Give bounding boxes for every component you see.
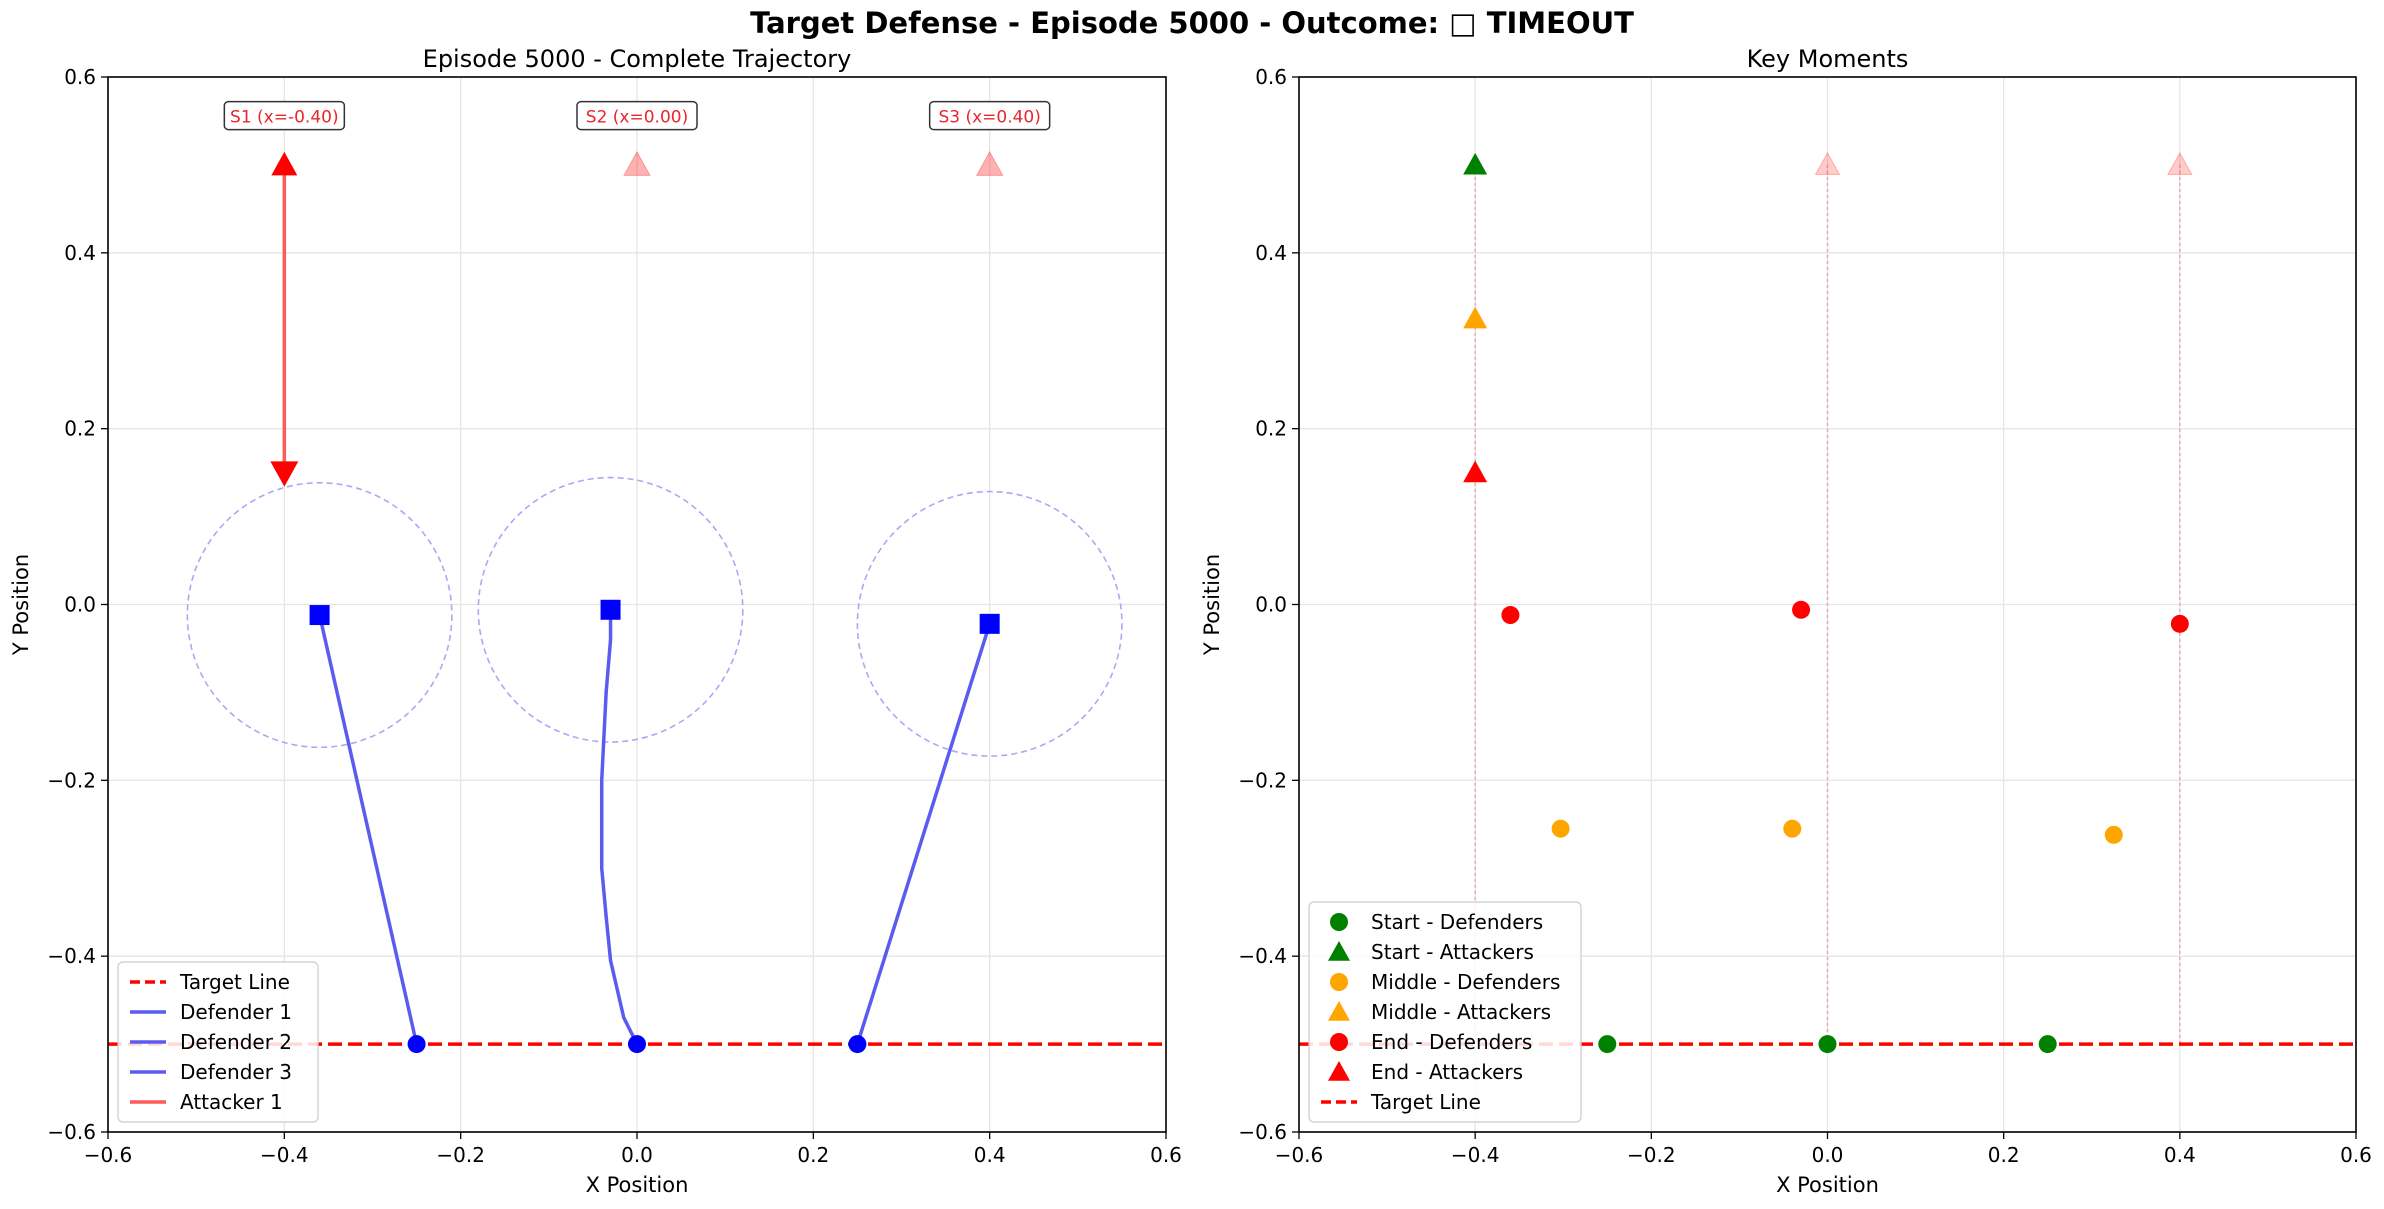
- capture-radius-circle: [186, 481, 453, 749]
- legend-entry: Target Line: [179, 970, 290, 994]
- attacker-end-marker: [270, 461, 299, 487]
- panel-key-moments: −0.6 −0.4 −0.2 0.0 0.2 0.4 0.6 −0.6 −0.4 −0.2 0.0 0…: [1200, 45, 2372, 1197]
- y-tick-label: −0.2: [1238, 768, 1287, 792]
- key-moment-point: [2104, 825, 2123, 844]
- legend-entry: Middle - Defenders: [1371, 970, 1560, 994]
- y-tick-label: 0.4: [1255, 241, 1287, 265]
- y-axis-label: Y Position: [1200, 554, 1224, 656]
- key-moment-point: [1783, 819, 1802, 838]
- key-moment-point: [1463, 152, 1488, 175]
- key-moment-point: [1463, 460, 1488, 483]
- legend-swatch: [1330, 913, 1348, 931]
- axes-frame: [107, 76, 1167, 1133]
- y-tick-label: −0.6: [47, 1120, 96, 1144]
- defender-end-marker: [600, 599, 621, 620]
- legend-box: [1308, 901, 1582, 1123]
- legend-entry: Start - Attackers: [1371, 940, 1534, 964]
- y-tick-label: 0.0: [1255, 593, 1287, 617]
- defender-start-marker: [407, 1035, 426, 1054]
- key-moment-point: [1818, 1035, 1837, 1054]
- legend-entry: Target Line: [1370, 1090, 1481, 1114]
- attacker-start-marker: [271, 151, 298, 176]
- x-tick-label: −0.2: [1627, 1143, 1676, 1167]
- x-tick-label: 0.2: [797, 1143, 829, 1167]
- defender-start-marker: [848, 1035, 867, 1054]
- panel-title: Episode 5000 - Complete Trajectory: [423, 45, 852, 73]
- x-tick-label: −0.4: [260, 1143, 309, 1167]
- inactive-attacker-marker: [2166, 151, 2193, 176]
- spawn-label: S3 (x=0.40): [938, 108, 1040, 128]
- defender-trajectory: [855, 623, 992, 1045]
- y-tick-label: 0.0: [64, 593, 96, 617]
- inactive-attacker-marker: [975, 150, 1004, 176]
- legend-swatch: [1328, 941, 1350, 961]
- legend-entry: Attacker 1: [180, 1090, 283, 1114]
- x-tick-label: −0.6: [84, 1143, 133, 1167]
- x-axis-label: X Position: [586, 1173, 689, 1197]
- defender-start-marker: [628, 1035, 646, 1054]
- legend-entry: Defender 2: [180, 1030, 292, 1054]
- legend-entry: Start - Defenders: [1371, 910, 1543, 934]
- x-tick-label: 0.2: [1988, 1143, 2020, 1167]
- legend-entry: Defender 3: [180, 1060, 292, 1084]
- key-moment-point: [2170, 614, 2189, 633]
- panel-title: Key Moments: [1747, 45, 1909, 73]
- legend-entry: Defender 1: [180, 1000, 292, 1024]
- legend-box: [117, 961, 319, 1123]
- y-tick-label: −0.4: [1238, 944, 1287, 968]
- key-moment-point: [1551, 819, 1570, 838]
- spawn-label-box: [223, 100, 346, 131]
- spawn-label: S2 (x=0.00): [586, 108, 688, 128]
- x-tick-label: −0.2: [436, 1143, 485, 1167]
- legend-entry: End - Defenders: [1371, 1030, 1532, 1054]
- inactive-attacker-marker: [1814, 151, 1841, 176]
- x-tick-label: 0.4: [2164, 1143, 2196, 1167]
- legend-swatch: [1328, 1061, 1350, 1081]
- spawn-label: S1 (x=-0.40): [230, 108, 339, 128]
- y-tick-label: 0.4: [64, 241, 96, 265]
- legend-swatch: [1330, 973, 1348, 991]
- spawn-label-box: [576, 100, 698, 131]
- capture-radius-circle: [856, 490, 1123, 757]
- x-tick-label: 0.4: [974, 1143, 1006, 1167]
- key-moment-point: [1792, 600, 1811, 619]
- x-tick-label: −0.4: [1451, 1143, 1500, 1167]
- y-tick-label: 0.6: [1255, 65, 1287, 89]
- y-tick-label: 0.2: [1255, 417, 1287, 441]
- defender-trajectory: [599, 609, 639, 1045]
- x-tick-label: 0.0: [621, 1143, 653, 1167]
- x-axis-label: X Position: [1776, 1173, 1879, 1197]
- legend-swatch: [1330, 1033, 1348, 1051]
- y-tick-label: −0.2: [47, 768, 96, 792]
- inactive-attacker-marker: [623, 150, 651, 176]
- x-tick-label: −0.6: [1275, 1143, 1324, 1167]
- x-tick-label: 0.6: [1150, 1143, 1182, 1167]
- defender-end-marker: [309, 605, 330, 626]
- legend-entry: Middle - Attackers: [1371, 1000, 1551, 1024]
- figure-title: Target Defense - Episode 5000 - Outcome:…: [750, 6, 1634, 40]
- key-moment-point: [1463, 306, 1488, 329]
- spawn-label-box: [928, 100, 1051, 131]
- x-tick-label: 0.0: [1812, 1143, 1844, 1167]
- key-moment-point: [1501, 606, 1520, 625]
- legend-entry: End - Attackers: [1371, 1060, 1523, 1084]
- y-axis-label: Y Position: [9, 554, 33, 656]
- y-tick-label: −0.6: [1238, 1120, 1287, 1144]
- panel-trajectory: −0.6 −0.4 −0.2 0.0 0.2 0.4 0.6 −0.6 −0.4 −0.2 0.0 0…: [9, 45, 1182, 1197]
- y-tick-label: −0.4: [47, 944, 96, 968]
- capture-radius-circle: [477, 476, 744, 743]
- defender-trajectory: [317, 614, 419, 1045]
- x-tick-label: 0.6: [2340, 1143, 2372, 1167]
- y-tick-label: 0.2: [64, 417, 96, 441]
- key-moment-point: [1598, 1035, 1617, 1054]
- key-moment-point: [2038, 1035, 2057, 1054]
- legend-swatch: [1328, 1001, 1350, 1021]
- y-tick-label: 0.6: [64, 65, 96, 89]
- defender-end-marker: [979, 613, 1000, 634]
- axes-frame: [1298, 76, 2357, 1133]
